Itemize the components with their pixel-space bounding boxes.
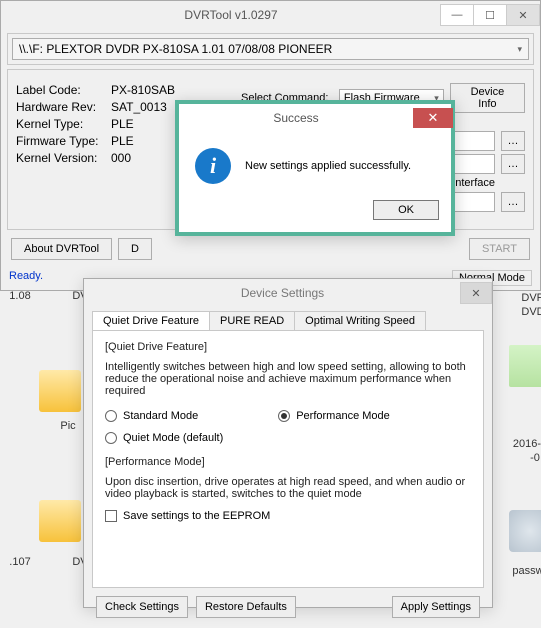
dialog-title: Success	[179, 111, 413, 125]
device-path: \\.\F: PLEXTOR DVDR PX-810SA 1.01 07/08/…	[19, 42, 332, 56]
tab-quiet-drive[interactable]: Quiet Drive Feature	[92, 311, 210, 330]
radio-label: Standard Mode	[123, 410, 198, 422]
device-settings-window: Device Settings ✕ Quiet Drive Feature PU…	[83, 278, 493, 608]
window-title: Device Settings	[104, 286, 461, 300]
close-button[interactable]: ✕	[460, 282, 492, 304]
maximize-button[interactable]: ☐	[473, 4, 507, 26]
close-button[interactable]: ✕	[413, 108, 453, 128]
firmware-type-value: PLE	[111, 134, 134, 148]
browse-button-3[interactable]: …	[501, 192, 525, 212]
tab-optimal-writing[interactable]: Optimal Writing Speed	[294, 311, 426, 330]
kernel-type-label: Kernel Type:	[16, 117, 111, 131]
restore-defaults-button[interactable]: Restore Defaults	[196, 596, 296, 618]
radio-label: Performance Mode	[296, 410, 390, 422]
checkbox-icon	[105, 510, 117, 522]
radio-group: Standard Mode Performance Mode Quiet Mod…	[105, 405, 471, 444]
kernel-version-label: Kernel Version:	[16, 151, 111, 165]
device-info-button[interactable]: Device Info	[450, 83, 525, 113]
device-selector[interactable]: \\.\F: PLEXTOR DVDR PX-810SA 1.01 07/08/…	[12, 38, 529, 60]
check-settings-button[interactable]: Check Settings	[96, 596, 188, 618]
chevron-down-icon: ▾	[517, 44, 522, 55]
section-2-title: [Performance Mode]	[105, 456, 471, 468]
kernel-version-value: 000	[111, 151, 131, 165]
close-button[interactable]: ✕	[506, 4, 540, 26]
label-code-value: PX-810SAB	[111, 83, 175, 97]
apply-settings-button[interactable]: Apply Settings	[392, 596, 480, 618]
save-eeprom-checkbox[interactable]: Save settings to the EEPROM	[105, 510, 471, 522]
browse-button-2[interactable]: …	[501, 154, 525, 174]
desktop-label: passw	[498, 565, 541, 577]
label-code-label: Label Code:	[16, 83, 111, 97]
hardware-rev-label: Hardware Rev:	[16, 100, 111, 114]
desktop-label: -0	[505, 452, 541, 464]
desktop-folder-icon[interactable]	[30, 370, 90, 414]
about-button[interactable]: About DVRTool	[11, 238, 112, 260]
desktop-label: 1.08	[0, 290, 50, 302]
minimize-button[interactable]: —	[440, 4, 474, 26]
desktop-folder-icon[interactable]	[30, 500, 90, 544]
titlebar[interactable]: Device Settings ✕	[84, 279, 492, 307]
info-icon: i	[195, 148, 231, 184]
tabs: Quiet Drive Feature PURE READ Optimal Wr…	[92, 311, 484, 330]
desktop-label: DVR	[503, 292, 541, 304]
ok-button[interactable]: OK	[373, 200, 439, 220]
radio-icon	[105, 432, 117, 444]
desktop-label: DVD	[503, 306, 541, 318]
success-dialog: Success ✕ i New settings applied success…	[175, 100, 455, 236]
browse-button-1[interactable]: …	[501, 131, 525, 151]
radio-icon	[278, 410, 290, 422]
kernel-type-value: PLE	[111, 117, 134, 131]
action-buttons: About DVRTool D START	[1, 234, 540, 268]
start-button[interactable]: START	[469, 238, 530, 260]
radio-performance[interactable]: Performance Mode	[278, 410, 390, 422]
tab-content: [Quiet Drive Feature] Intelligently swit…	[92, 330, 484, 588]
radio-icon	[105, 410, 117, 422]
dialog-titlebar[interactable]: Success ✕	[179, 104, 451, 132]
radio-label: Quiet Mode (default)	[123, 432, 223, 444]
device-path-panel: \\.\F: PLEXTOR DVDR PX-810SA 1.01 07/08/…	[7, 33, 534, 65]
interface-label: Interface	[452, 177, 495, 189]
section-1-body: Intelligently switches between high and …	[105, 361, 471, 397]
radio-standard[interactable]: Standard Mode	[105, 410, 198, 422]
d-button[interactable]: D	[118, 238, 152, 260]
window-title: DVRTool v1.0297	[21, 8, 441, 22]
desktop-label: .107	[0, 556, 50, 568]
radio-quiet[interactable]: Quiet Mode (default)	[105, 432, 471, 444]
dialog-message: New settings applied successfully.	[245, 160, 411, 172]
tab-pure-read[interactable]: PURE READ	[209, 311, 295, 330]
section-2-body: Upon disc insertion, drive operates at h…	[105, 476, 471, 500]
firmware-type-label: Firmware Type:	[16, 134, 111, 148]
desktop-doc-icon[interactable]	[500, 345, 541, 389]
desktop-gear-icon[interactable]	[500, 510, 541, 554]
titlebar[interactable]: DVRTool v1.0297 — ☐ ✕	[1, 1, 540, 29]
section-1-title: [Quiet Drive Feature]	[105, 341, 471, 353]
hardware-rev-value: SAT_0013	[111, 100, 167, 114]
checkbox-label: Save settings to the EEPROM	[123, 510, 270, 522]
dialog-buttons: Check Settings Restore Defaults Apply Se…	[84, 596, 492, 628]
status-ready: Ready.	[9, 270, 43, 286]
desktop-label: 2016-0	[500, 438, 541, 450]
